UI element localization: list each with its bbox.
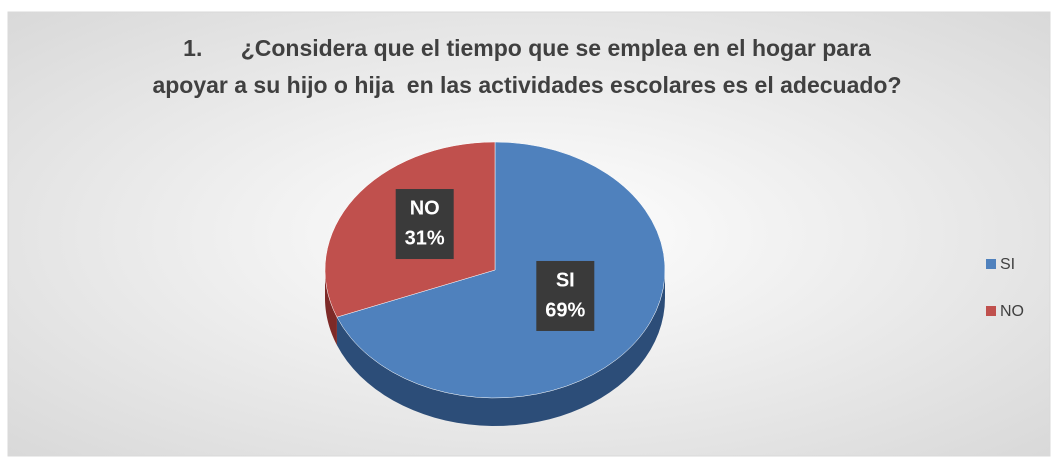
legend-label: NO [1000, 303, 1024, 320]
data-label-category: SI [556, 269, 575, 291]
data-label-category: NO [410, 197, 440, 219]
data-label-box [395, 189, 454, 260]
data-label-box [536, 260, 595, 331]
legend-swatch [986, 306, 996, 316]
legend-swatch [986, 259, 996, 269]
data-label-value: 69% [545, 299, 585, 321]
slice-side [325, 270, 337, 346]
chart-title: 1. ¿Considera que el tiempo que se emple… [183, 35, 871, 61]
slice-side [336, 270, 665, 426]
data-label-value: 31% [405, 227, 445, 249]
legend-label: SI [1000, 256, 1015, 273]
slice [336, 141, 666, 399]
chart-title: apoyar a su hijo o hija en las actividad… [152, 72, 901, 98]
